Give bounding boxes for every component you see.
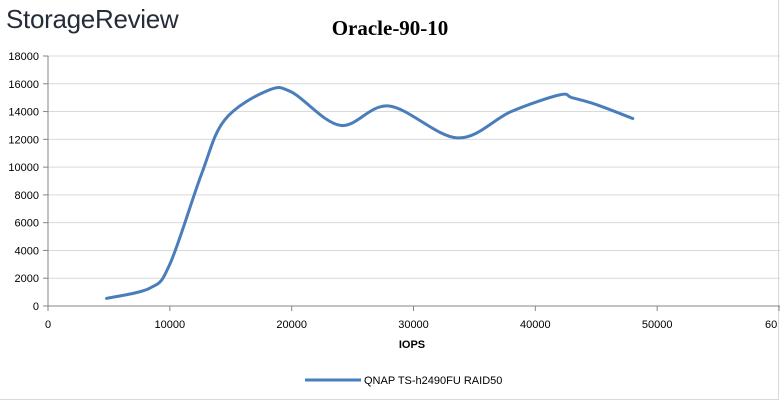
y-tick-label: 16000 <box>8 79 39 91</box>
chart-title: Oracle-90-10 <box>331 16 449 40</box>
x-tick-label: 20000 <box>276 319 307 331</box>
gridlines <box>48 55 780 279</box>
x-tick-label: 40000 <box>520 319 551 331</box>
y-tick-label: 0 <box>33 301 39 313</box>
y-tick-label: 8000 <box>15 190 39 202</box>
x-tick-label: 0 <box>45 319 51 331</box>
series-line <box>105 86 635 300</box>
x-axis-ticks: 0 10000 20000 30000 40000 50000 60 <box>45 306 780 331</box>
x-axis-title: IOPS <box>399 339 425 351</box>
legend-label: QNAP TS-h2490FU RAID50 <box>364 375 502 387</box>
storagereview-logo: StorageReview <box>6 4 179 34</box>
y-tick-label: 18000 <box>8 51 39 63</box>
x-tick-label: 30000 <box>398 319 429 331</box>
y-axis-ticks: 0 2000 4000 6000 8000 10000 12000 14000 16000 180… <box>8 51 48 313</box>
axes <box>47 56 780 307</box>
x-tick-label: 60 <box>765 319 777 331</box>
x-tick-label: 10000 <box>155 319 186 331</box>
y-tick-label: 10000 <box>8 162 39 174</box>
series-lines <box>105 86 635 300</box>
y-tick-label: 6000 <box>15 218 39 230</box>
x-tick-label: 50000 <box>642 319 673 331</box>
y-tick-label: 4000 <box>15 245 39 257</box>
y-tick-label: 2000 <box>15 273 39 285</box>
legend: QNAP TS-h2490FU RAID50 <box>305 375 502 387</box>
y-tick-label: 12000 <box>8 134 39 146</box>
y-tick-label: 14000 <box>8 107 39 119</box>
